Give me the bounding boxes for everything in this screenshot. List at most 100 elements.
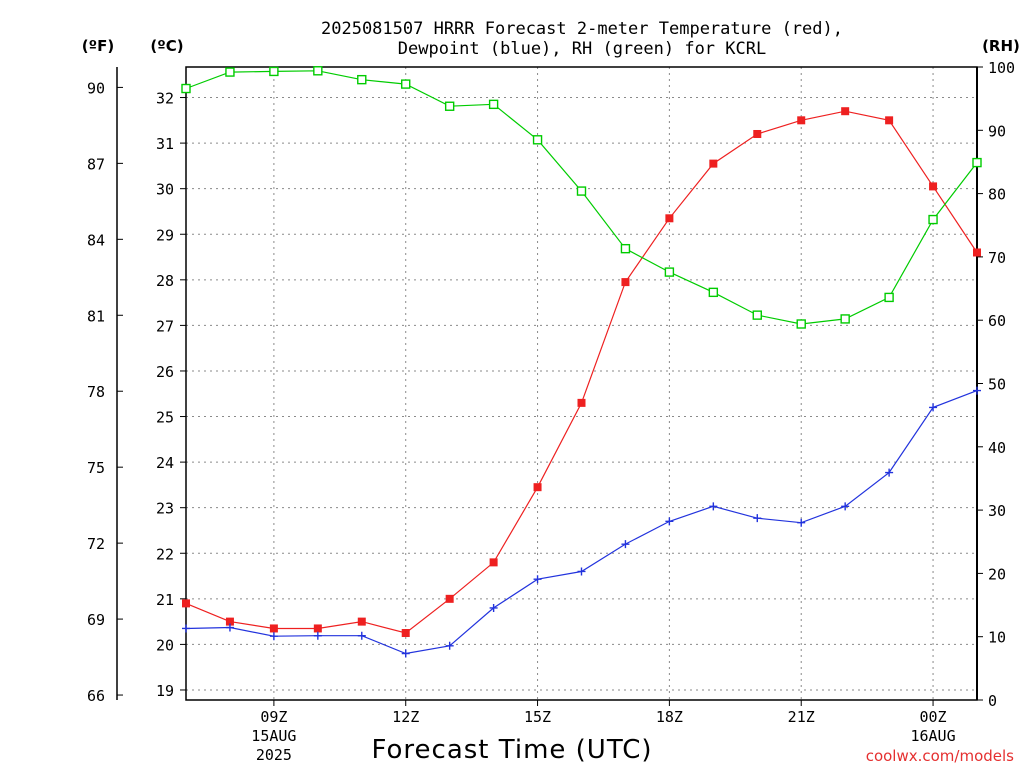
celsius-tick-label: 19 [156, 682, 174, 700]
fahrenheit-tick-label: 78 [87, 383, 105, 401]
rh-point [620, 243, 631, 254]
rh-tick-label: 10 [988, 629, 1006, 647]
plot-frame [185, 66, 978, 701]
temperature-point [841, 107, 850, 116]
dewpoint-point [973, 386, 981, 395]
rh-point [840, 314, 850, 324]
temperature-point [401, 629, 410, 638]
celsius-axis-label: (ºC) [150, 37, 183, 55]
celsius-tick-label: 32 [156, 90, 174, 108]
temperature-point [665, 214, 674, 223]
rh-point [796, 319, 806, 329]
temperature-point [489, 558, 498, 567]
rh-tick-label: 90 [988, 122, 1006, 140]
fahrenheit-axis-label: (ºF) [82, 37, 114, 55]
rh-series [181, 66, 982, 329]
data-series [181, 66, 982, 658]
dewpoint-point [225, 623, 234, 632]
rh-point [225, 67, 235, 77]
dewpoint-point [929, 403, 938, 412]
dewpoint-point [841, 502, 850, 511]
celsius-tick-label: 20 [156, 636, 174, 654]
dewpoint-series [182, 386, 981, 658]
celsius-tick-label: 23 [156, 500, 174, 518]
fahrenheit-tick-label: 81 [87, 307, 105, 325]
gridlines [186, 67, 977, 700]
dewpoint-line [185, 390, 978, 655]
rh-point [664, 267, 675, 277]
dewpoint-point [445, 641, 454, 650]
rh-point [444, 101, 455, 111]
x-tick-date-label: 15AUG [251, 727, 296, 745]
rh-point [401, 79, 411, 89]
rh-point [576, 186, 587, 196]
dewpoint-point [797, 518, 806, 527]
temperature-point [533, 483, 542, 492]
fahrenheit-tick-label: 75 [87, 459, 105, 477]
x-tick-label: 21Z [788, 708, 815, 726]
dewpoint-point [665, 517, 674, 526]
rh-point [532, 135, 543, 145]
temperature-point [357, 617, 366, 626]
x-axis-title: Forecast Time (UTC) [371, 735, 652, 765]
chart-title-line-1: 2025081507 HRRR Forecast 2-meter Tempera… [321, 19, 843, 39]
rh-tick-label: 100 [988, 59, 1015, 77]
rh-point [708, 287, 719, 298]
dewpoint-point [533, 575, 542, 584]
dewpoint-point [269, 632, 278, 641]
x-tick-label: 09Z [260, 708, 287, 726]
dewpoint-point [357, 631, 366, 640]
rh-axis-label: (RH) [982, 37, 1020, 55]
site-credit: coolwx.com/models [866, 747, 1014, 765]
x-tick-label: 00Z [920, 708, 947, 726]
x-tick-year-label: 2025 [256, 746, 292, 764]
temperature-point [973, 248, 981, 257]
celsius-tick-label: 29 [156, 226, 174, 244]
fahrenheit-tick-label: 69 [87, 611, 105, 629]
celsius-tick-label: 28 [156, 272, 174, 290]
rh-tick-label: 30 [988, 502, 1006, 520]
rh-point [884, 292, 894, 303]
temperature-point [797, 116, 806, 125]
fahrenheit-tick-label: 84 [87, 231, 105, 249]
x-tick-date-label: 16AUG [910, 727, 955, 745]
temperature-point [445, 594, 454, 603]
celsius-tick-label: 30 [156, 181, 174, 199]
dewpoint-point [709, 502, 718, 511]
temperature-point [577, 398, 586, 407]
celsius-tick-label: 24 [156, 454, 174, 472]
rh-point [488, 99, 499, 110]
dewpoint-point [401, 649, 410, 658]
temperature-point [621, 278, 630, 287]
celsius-tick-label: 21 [156, 591, 174, 609]
rh-point [269, 66, 279, 77]
temperature-series [182, 107, 981, 638]
rh-tick-label: 20 [988, 565, 1006, 583]
fahrenheit-tick-label: 90 [87, 79, 105, 97]
fahrenheit-tick-label: 72 [87, 535, 105, 553]
rh-point [181, 83, 191, 94]
dewpoint-point [885, 468, 894, 477]
rh-point [752, 310, 762, 320]
temperature-point [225, 617, 234, 626]
temperature-point [182, 599, 190, 608]
celsius-tick-label: 27 [156, 317, 174, 335]
dewpoint-point [577, 567, 586, 576]
dewpoint-point [489, 603, 498, 612]
temperature-point [709, 159, 718, 168]
celsius-tick-label: 22 [156, 545, 174, 563]
dewpoint-point [621, 540, 630, 549]
rh-tick-label: 0 [988, 692, 997, 710]
fahrenheit-tick-label: 66 [87, 687, 105, 705]
rh-line [185, 70, 978, 325]
x-tick-label: 12Z [392, 708, 419, 726]
dewpoint-point [182, 624, 190, 633]
rh-tick-label: 40 [988, 439, 1006, 457]
chart-title-line-2: Dewpoint (blue), RH (green) for KCRL [398, 39, 766, 59]
temperature-point [753, 129, 762, 138]
dewpoint-point [753, 514, 762, 523]
rh-tick-label: 80 [988, 186, 1006, 204]
temperature-point [885, 116, 894, 125]
rh-tick-label: 50 [988, 376, 1006, 394]
